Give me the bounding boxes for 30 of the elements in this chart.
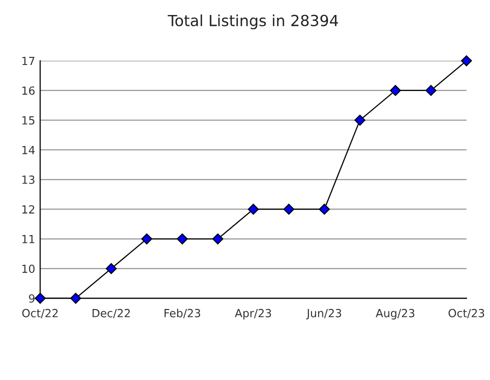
x-tick-label: Aug/23	[376, 308, 414, 320]
y-tick-label: 14	[22, 146, 35, 154]
point	[283, 204, 294, 215]
point	[390, 85, 401, 96]
chart-title: Total Listings in 28394	[168, 14, 338, 30]
point	[70, 292, 82, 304]
point	[318, 204, 330, 215]
point	[354, 114, 366, 126]
y-tick-label: 15	[22, 116, 34, 125]
y-tick-label: 13	[22, 176, 34, 184]
y-tick-label: 10	[22, 264, 35, 273]
x-tick-label: Oct/22	[22, 308, 58, 318]
point	[212, 233, 224, 244]
x-tick-label: Dec/22	[92, 308, 130, 318]
point	[106, 263, 117, 274]
point	[176, 233, 188, 244]
x-tick-label: Apr/23	[234, 308, 271, 320]
point	[141, 233, 152, 244]
y-tick-label: 12	[22, 205, 34, 214]
point	[425, 85, 436, 96]
x-tick-label: Feb/23	[164, 308, 200, 318]
x-tick-label: Jun/23	[306, 308, 342, 320]
y-tick-label: 11	[22, 235, 34, 244]
y-tick-label: 9	[28, 294, 35, 303]
x-tick-label: Oct/23	[448, 308, 484, 318]
point	[248, 204, 259, 215]
y-tick-label: 16	[22, 86, 35, 95]
y-tick-label: 17	[22, 56, 34, 66]
point	[461, 55, 472, 66]
point	[34, 292, 46, 304]
